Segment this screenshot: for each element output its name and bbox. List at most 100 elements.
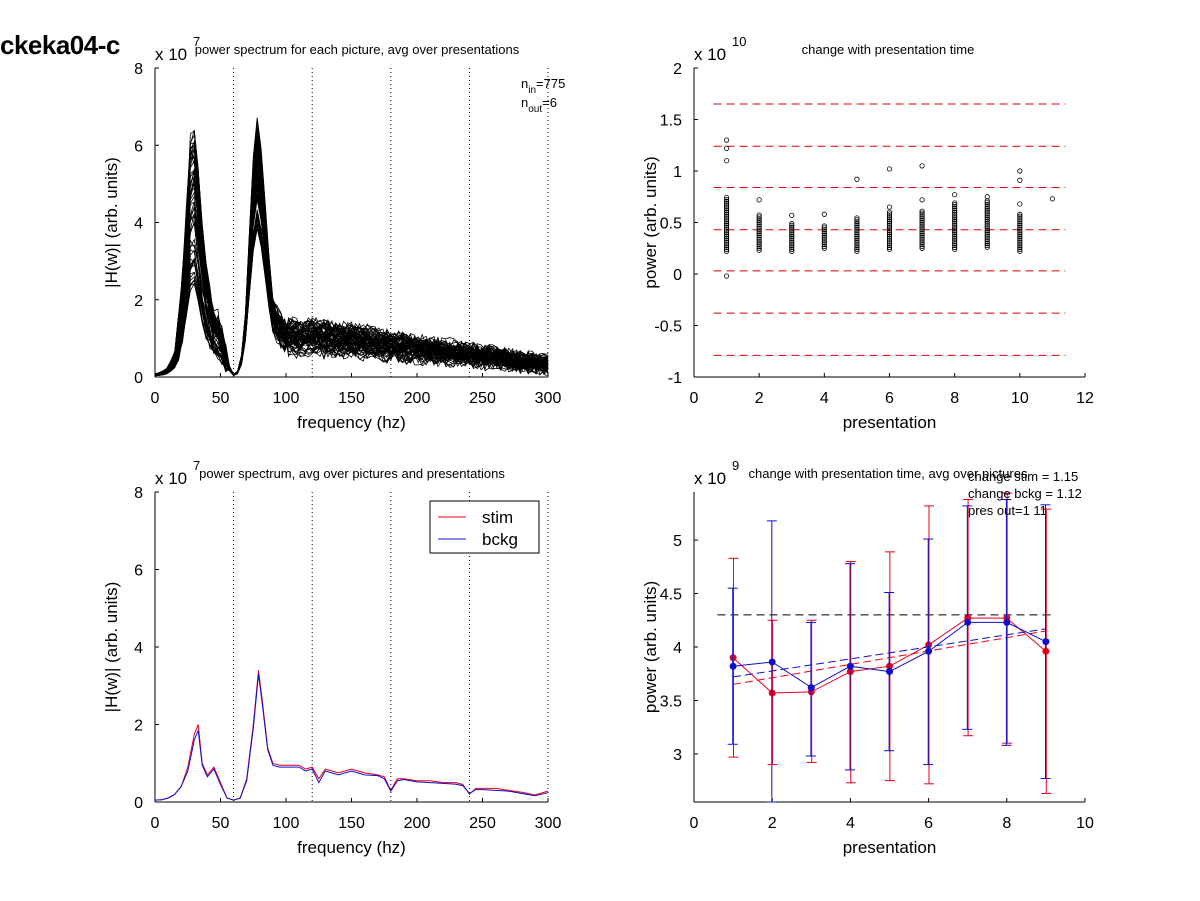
outlier-point [886,204,893,210]
data-point [984,235,990,241]
x-tick-label: 200 [404,390,431,407]
y-exponent-power: 7 [193,34,200,49]
data-point [723,241,730,247]
presentation-cluster [984,194,990,250]
x-axis-label: presentation [843,838,937,857]
data-point [854,226,860,232]
x-tick-label: 6 [885,390,894,407]
outlier-point [723,273,730,279]
data-point [854,239,860,245]
data-point [984,207,990,213]
data-point [952,241,958,247]
data-point [886,242,893,249]
data-point [854,237,860,243]
data-point [821,232,827,238]
data-point [952,233,958,239]
data-point [723,207,730,214]
data-point [789,226,795,232]
data-point [821,234,827,240]
data-point [821,228,827,235]
x-tick-label: 300 [535,390,562,407]
legend-box [429,500,540,554]
data-point [854,232,860,238]
spectrum-curve [154,156,549,376]
data-point [984,213,990,219]
y-axis-label: power (arb. units) [641,581,660,713]
outlier-point [1017,201,1023,207]
data-point [789,235,795,241]
presentation-cluster [1049,196,1056,202]
data-point [919,208,925,214]
data-point [919,230,925,237]
series-marker [729,662,737,670]
data-point [886,209,893,215]
data-point [756,225,762,231]
data-point [756,218,762,224]
data-point [723,215,730,221]
data-point [756,247,762,253]
data-point [919,245,925,251]
x-tick-label: 50 [212,390,230,407]
data-point [952,222,958,228]
outlier-point [723,137,730,143]
data-point [821,245,827,251]
outlier-point [984,194,990,200]
data-point [952,215,958,221]
data-point [984,244,990,250]
trend-line [733,628,1046,678]
data-point [952,228,958,234]
data-point [1017,219,1023,225]
x-tick-label: 300 [535,815,562,832]
data-point [821,227,827,233]
data-point [886,211,893,217]
data-point [1017,239,1023,245]
y-exponent-label: x 10 [694,45,726,64]
data-point [789,248,795,254]
data-point [952,239,958,245]
series-marker [768,658,776,666]
data-point [952,224,958,230]
outlier-point [854,176,860,182]
y-tick-label: 6 [134,138,143,155]
data-point [756,245,762,252]
data-point [723,206,730,212]
presentation-cluster [723,137,730,279]
data-point [952,207,958,213]
data-point [789,220,795,227]
data-point [984,231,990,237]
data-point [984,242,990,248]
data-point [952,211,958,217]
data-point [1017,222,1023,228]
data-point [919,238,925,244]
data-point [919,210,925,216]
presentation-cluster [821,211,827,251]
data-point [984,222,990,228]
legend-label-stim: stim [482,508,513,527]
data-point [952,218,958,225]
data-point [723,211,730,217]
data-point [1017,237,1023,243]
data-point [984,226,990,232]
data-point [886,244,893,251]
data-point [821,240,827,246]
plot-p2: 0 2 4 6 8 10 12 -1 -0.5 0 0.5 1 1.5 2 presentation powe… [641,34,1094,432]
data-point [723,248,730,254]
data-point [854,241,860,247]
data-point [821,225,827,231]
data-point [821,236,827,242]
series-marker [1042,638,1050,646]
x-tick-label: 2 [768,815,777,832]
data-point [886,228,893,234]
y-tick-label: 1 [673,164,682,181]
data-point [1017,248,1023,254]
data-point [756,229,762,235]
y-exponent-power: 9 [732,458,739,473]
data-point [984,203,990,210]
data-point [756,236,762,242]
data-point [984,214,990,221]
data-point [821,223,827,229]
plot-p1: 0 50 100 150 200 250 300 0 2 4 6 8 frequency (hz) |H(… [102,34,565,432]
data-point [1017,230,1023,236]
data-point [886,220,893,226]
series-line-bckg [154,674,549,801]
